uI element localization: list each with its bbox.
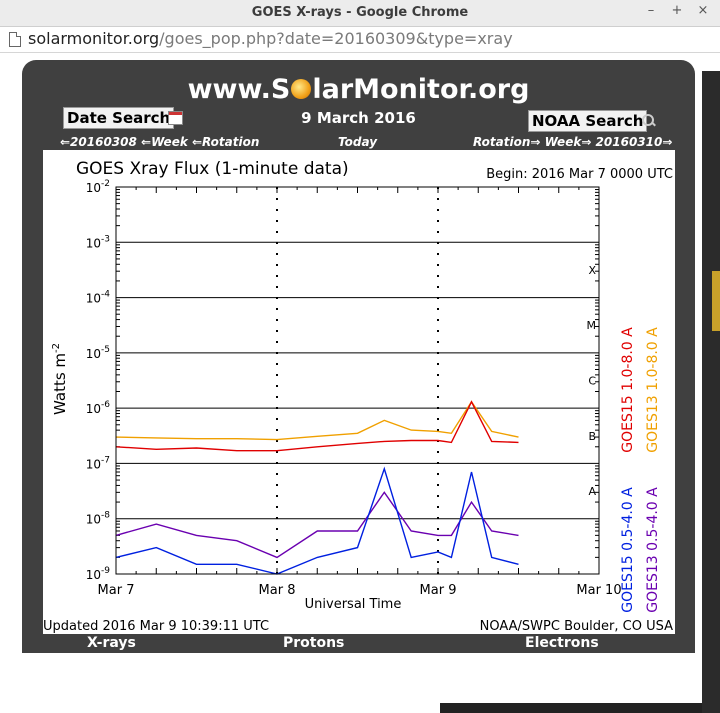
plot-begin-time: Begin: 2016 Mar 7 0000 UTC — [486, 167, 673, 182]
series-line-1 — [115, 400, 519, 441]
legend-goes15-short: GOES15 0.5-4.0 A — [620, 487, 636, 613]
url-host: solarmonitor.org — [28, 29, 160, 48]
date-search-button[interactable]: Date Search — [63, 107, 175, 129]
minimize-icon[interactable]: – — [647, 3, 655, 18]
data-type-tabs: X-rays Protons Electrons — [22, 635, 695, 653]
y-tick-label: 10-4 — [86, 290, 111, 306]
logo-text-end: larMonitor.org — [312, 74, 530, 105]
nav-today-link[interactable]: Today — [338, 135, 378, 149]
x-tick-label: Mar 8 — [259, 583, 296, 598]
logo-text-start: www.S — [187, 74, 291, 105]
background-window-strip — [440, 703, 702, 713]
tab-xrays[interactable]: X-rays — [87, 635, 136, 651]
series-line-3 — [115, 491, 519, 559]
calendar-icon[interactable] — [168, 111, 183, 125]
x-tick-label: Mar 7 — [98, 583, 135, 598]
noaa-search-button[interactable]: NOAA Search — [528, 110, 648, 132]
y-tick-label: 10-9 — [86, 566, 111, 582]
plot-updated-time: Updated 2016 Mar 9 10:39:11 UTC — [43, 619, 269, 634]
plot-series — [115, 400, 519, 575]
y-axis-label-exp: -2 — [51, 343, 62, 353]
background-window-edge — [702, 71, 720, 713]
page-icon — [9, 32, 21, 47]
y-axis-label: Watts m-2 — [51, 343, 69, 415]
series-line-2 — [115, 466, 519, 575]
nav-back-links[interactable]: ⇐20160308 ⇐Week ⇐Rotation — [60, 135, 260, 149]
magnifier-icon[interactable] — [642, 114, 654, 126]
address-bar[interactable]: solarmonitor.org/goes_pop.php?date=20160… — [0, 27, 720, 53]
goes-xray-plot: GOES Xray Flux (1-minute data) Begin: 20… — [43, 150, 675, 634]
url-path: /goes_pop.php?date=20160309&type=xray — [159, 29, 513, 48]
flare-class-c: C — [588, 375, 596, 388]
y-axis-label-text: Watts m — [51, 353, 69, 415]
plot-credit: NOAA/SWPC Boulder, CO USA — [480, 619, 673, 634]
tab-electrons[interactable]: Electrons — [525, 635, 599, 651]
plot-grid — [115, 187, 600, 574]
nav-forward-links[interactable]: Rotation⇒ Week⇒ 20160310⇒ — [473, 135, 673, 149]
tab-protons[interactable]: Protons — [283, 635, 345, 651]
x-tick-labels: Mar 7 Mar 8 Mar 9 Mar 10 — [98, 583, 622, 598]
close-icon[interactable]: × — [697, 3, 709, 18]
flare-class-labels: X M C B A — [587, 264, 597, 498]
y-tick-labels: 10-2 10-3 10-4 10-5 10-6 10-7 10-8 10-9 — [86, 179, 111, 582]
xray-flux-chart: GOES Xray Flux (1-minute data) Begin: 20… — [43, 159, 673, 634]
flare-class-x: X — [588, 264, 596, 277]
window-title: GOES X-rays - Google Chrome — [251, 5, 469, 20]
window-titlebar: GOES X-rays - Google Chrome – + × — [0, 0, 720, 27]
y-tick-label: 10-7 — [86, 455, 110, 471]
page-content: www.S larMonitor.org Date Search 9 March … — [0, 53, 720, 713]
plot-frame — [115, 186, 600, 575]
x-tick-label: Mar 9 — [420, 583, 457, 598]
x-tick-label: Mar 10 — [576, 583, 621, 598]
legend-goes13-long: GOES13 1.0-8.0 A — [645, 327, 661, 453]
window-controls: – + × — [644, 4, 710, 18]
y-tick-label: 10-8 — [86, 511, 111, 527]
url-text[interactable]: solarmonitor.org/goes_pop.php?date=20160… — [28, 29, 513, 48]
background-accent — [712, 271, 720, 331]
y-tick-label: 10-6 — [86, 400, 111, 416]
y-tick-label: 10-3 — [86, 234, 110, 250]
sun-logo-icon — [291, 79, 312, 99]
site-logo[interactable]: www.S larMonitor.org — [22, 74, 695, 105]
plot-title: GOES Xray Flux (1-minute data) — [76, 159, 349, 179]
y-tick-label: 10-2 — [86, 179, 110, 195]
flare-class-b: B — [588, 430, 596, 443]
maximize-icon[interactable]: + — [671, 3, 683, 18]
flare-class-m: M — [587, 319, 597, 332]
legend-goes15-long: GOES15 1.0-8.0 A — [620, 327, 636, 453]
main-panel: www.S larMonitor.org Date Search 9 March … — [22, 60, 695, 653]
y-tick-label: 10-5 — [86, 345, 110, 361]
legend-goes13-short: GOES13 0.5-4.0 A — [645, 487, 661, 613]
flare-class-a: A — [588, 485, 596, 498]
x-axis-label: Universal Time — [305, 597, 402, 612]
current-date-title: 9 March 2016 — [301, 109, 416, 127]
series-line-0 — [115, 400, 519, 452]
